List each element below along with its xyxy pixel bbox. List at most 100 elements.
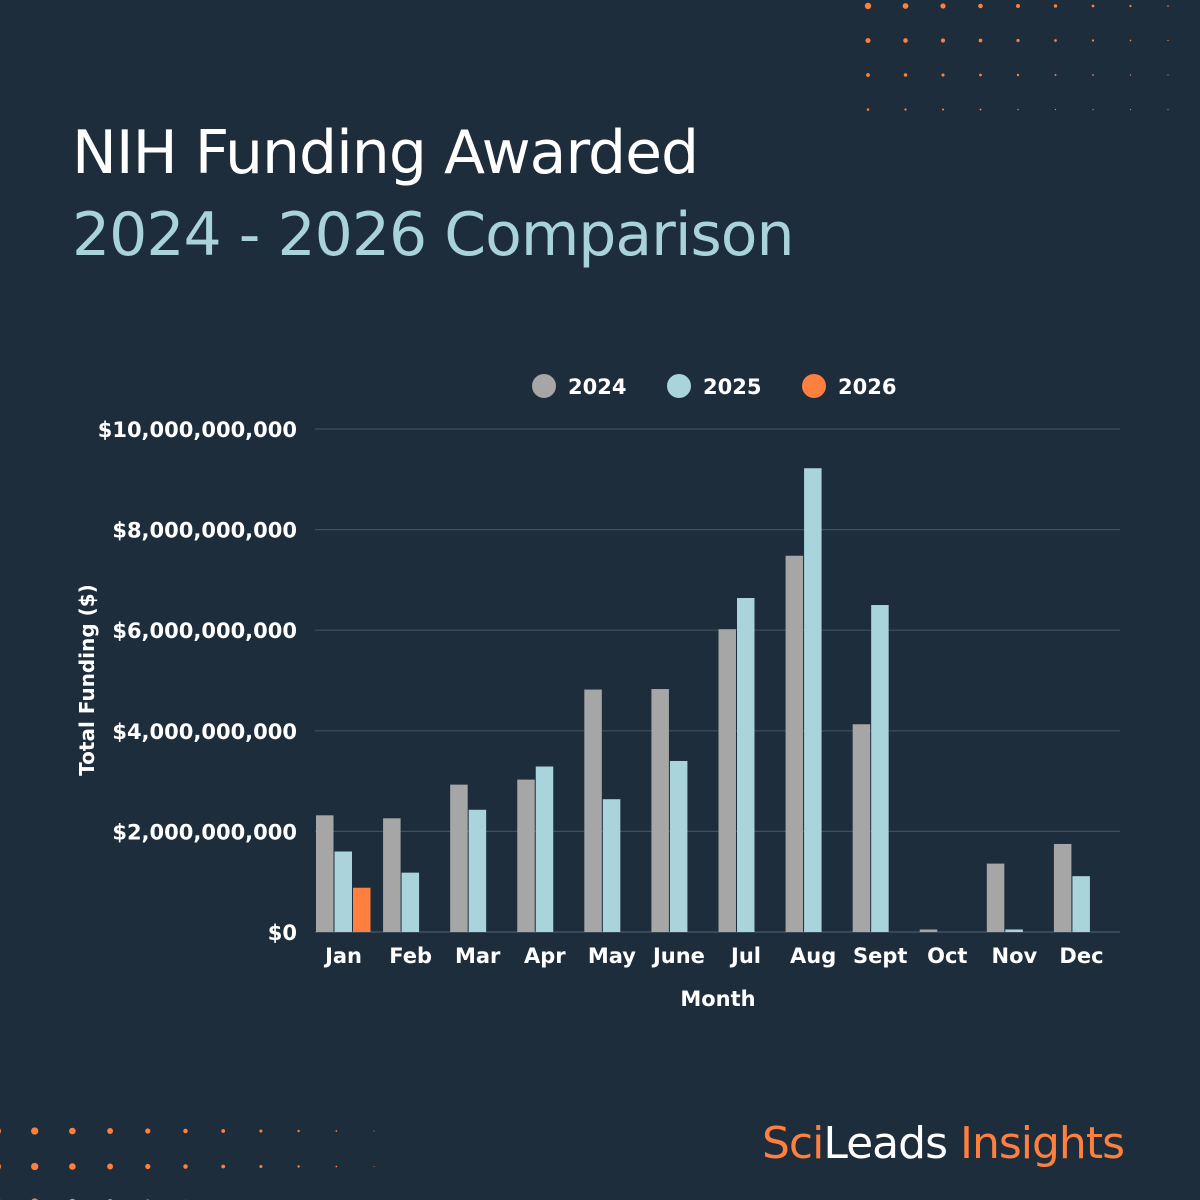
bar-2025-Sept [871,605,889,932]
bar-2025-June [669,760,688,932]
decor-dot [940,3,946,9]
y-tick-label: $6,000,000,000 [112,619,297,643]
decor-dot [1167,39,1169,42]
bar-2024-June [651,689,669,932]
decor-dot [1092,108,1094,111]
decor-dot [978,3,983,9]
decor-dot [1091,4,1095,8]
decor-dot [1016,73,1020,77]
x-axis-title: Month [680,987,755,1011]
bar-2025-May [602,799,621,932]
legend-label: 2024 [568,375,626,399]
x-tick-label: May [588,944,636,968]
bar-2024-Nov [986,863,1005,932]
decor-dot [1054,108,1057,111]
x-tick-label: Oct [927,944,967,968]
decor-dot [31,1127,39,1135]
bar-2024-Jul [718,629,736,932]
legend-marker-2025 [667,374,691,398]
x-tick-label: Feb [389,944,432,968]
bar-2026-Jan [353,887,371,932]
bar-2025-Nov [1005,929,1023,932]
page-subtitle: 2024 - 2026 Comparison [72,200,794,270]
legend-label: 2026 [838,375,896,399]
y-tick-label: $0 [268,921,297,945]
decor-dot [903,38,908,43]
bar-2024-Feb [383,818,401,932]
x-tick-label: Sept [853,944,907,968]
decor-dot [978,38,983,43]
x-tick-label: Aug [790,944,836,968]
decor-dot [0,1128,1,1134]
y-tick-label: $4,000,000,000 [112,720,297,744]
decor-dot [183,1164,188,1169]
decor-dot [335,1130,338,1132]
bar-2025-Dec [1072,876,1090,932]
decor-dot [941,108,945,111]
bar-2025-Mar [468,809,487,932]
page-title: NIH Funding Awarded [72,118,699,188]
decor-dot [221,1164,226,1169]
decor-dot [1129,39,1132,42]
x-tick-label: Nov [992,944,1038,968]
decor-dot [979,73,982,77]
decor-dot [902,3,909,9]
legend-label: 2025 [703,375,761,399]
y-tick-label: $10,000,000,000 [98,418,297,442]
decor-dot [31,1162,39,1171]
decor-dot [866,73,870,77]
legend-marker-2026 [802,374,826,398]
y-tick-label: $2,000,000,000 [112,820,297,844]
decor-dot [145,1128,151,1134]
x-tick-label: Dec [1059,944,1103,968]
decor-dot [941,73,945,77]
x-tick-label: Mar [455,944,501,968]
decor-dot [107,1128,114,1134]
decor-dot [183,1128,188,1134]
decor-dot [69,1163,76,1170]
bar-2024-Mar [450,784,468,932]
y-tick-label: $8,000,000,000 [112,519,297,543]
decor-dot [1053,4,1058,8]
bar-2025-Aug [804,468,822,932]
decor-dot [0,1163,1,1170]
decor-dot [865,37,871,44]
bar-2025-Apr [535,766,554,932]
bar-2024-Aug [785,555,804,932]
x-tick-label: Apr [524,944,566,968]
decor-dot [866,108,870,111]
x-tick-label: Jan [323,944,362,968]
x-tick-label: Jul [729,944,761,968]
decor-dot [335,1165,338,1168]
bar-2024-Dec [1053,843,1072,932]
decor-dot [1054,73,1057,77]
bar-2025-Jul [737,598,755,932]
decor-dot [1054,39,1057,42]
decor-dot [979,108,982,111]
bar-2024-May [584,689,602,932]
decor-dot [259,1129,263,1133]
decor-dot [1129,4,1132,8]
decor-dot [297,1129,300,1133]
decor-dot [940,38,946,43]
decor-dot [297,1165,300,1168]
legend-marker-2024 [532,374,556,398]
decor-dot [1016,38,1020,43]
bar-2025-Jan [334,851,352,932]
decor-dot [903,73,908,77]
decor-dot [1092,74,1094,76]
decor-dot [1167,5,1169,7]
decor-dot [1017,108,1019,111]
bar-2024-Jan [316,815,334,932]
decor-dot [1091,39,1095,42]
decor-dot [904,108,907,111]
bar-2024-Apr [517,779,535,932]
decor-dot [259,1164,263,1169]
bar-2025-Feb [401,872,420,932]
decor-dot [373,1130,375,1132]
decor-dot [373,1166,375,1167]
decor-dot [864,2,872,10]
decor-dot [145,1163,151,1170]
decor-dot [1167,108,1169,111]
